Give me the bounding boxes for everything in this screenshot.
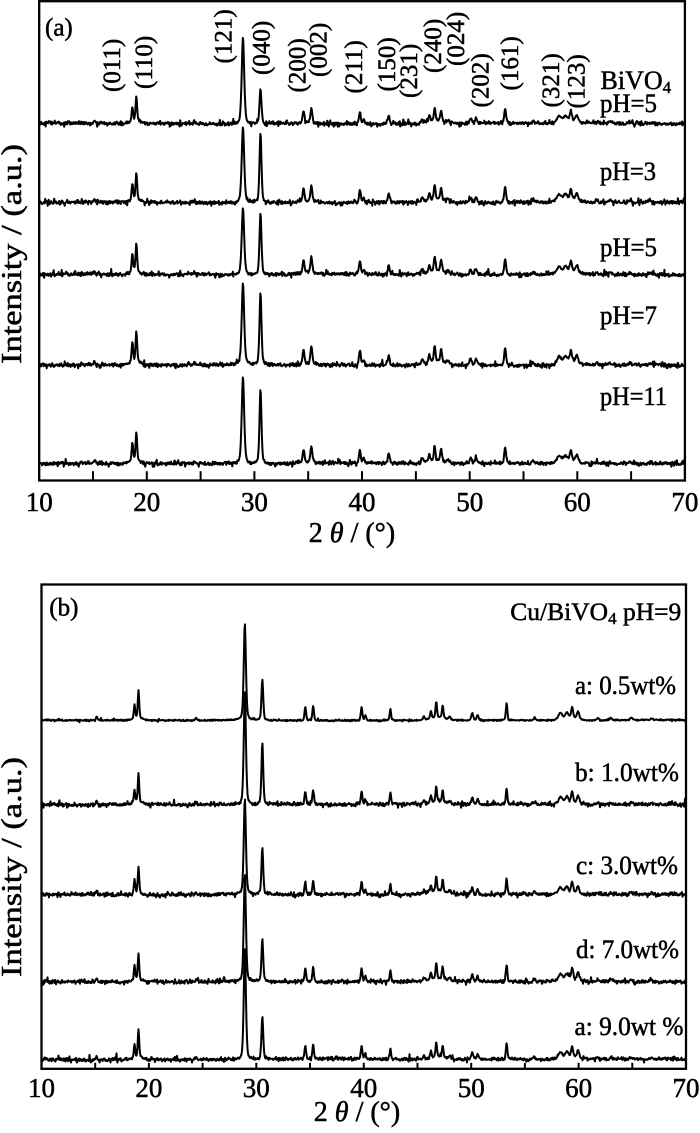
svg-text:c: 3.0wt%: c: 3.0wt% [576, 851, 678, 880]
svg-text:pH=7: pH=7 [600, 301, 657, 330]
svg-text:a: 0.5wt%: a: 0.5wt% [575, 671, 676, 700]
svg-text:(200): (200) [285, 38, 312, 92]
svg-text:(002): (002) [306, 23, 333, 77]
svg-text:pH=5: pH=5 [600, 233, 657, 262]
svg-text:2 θ / (°): 2 θ / (°) [309, 518, 395, 549]
svg-text:10: 10 [26, 487, 53, 517]
svg-text:pH=3: pH=3 [600, 157, 656, 186]
svg-text:20: 20 [135, 1073, 162, 1103]
svg-text:(240): (240) [420, 19, 447, 73]
svg-text:70: 70 [671, 487, 698, 517]
svg-text:Cu/BiVO4 pH=9: Cu/BiVO4 pH=9 [510, 597, 681, 628]
svg-text:2 θ / (°): 2 θ / (°) [314, 1097, 400, 1128]
svg-text:(110): (110) [131, 36, 158, 89]
svg-text:(321): (321) [538, 53, 565, 107]
svg-text:50: 50 [458, 1073, 485, 1103]
svg-text:(011): (011) [99, 39, 126, 92]
svg-text:b: 1.0wt%: b: 1.0wt% [575, 758, 679, 787]
svg-text:Intensity / (a.u.): Intensity / (a.u.) [0, 144, 28, 364]
svg-text:Intensity / (a.u.): Intensity / (a.u.) [0, 757, 28, 977]
svg-text:10: 10 [28, 1073, 55, 1103]
svg-text:30: 30 [243, 1073, 270, 1103]
svg-text:40: 40 [349, 487, 376, 517]
svg-text:BiVO4: BiVO4 [601, 66, 672, 97]
svg-text:(161): (161) [497, 36, 524, 90]
svg-text:(040): (040) [248, 21, 275, 75]
svg-text:(231): (231) [396, 44, 423, 98]
svg-text:(024): (024) [443, 12, 470, 66]
svg-text:40: 40 [350, 1073, 377, 1103]
svg-text:30: 30 [241, 487, 268, 517]
svg-text:60: 60 [564, 487, 591, 517]
svg-text:20: 20 [133, 487, 160, 517]
svg-text:(121): (121) [210, 9, 237, 63]
svg-text:(150): (150) [374, 37, 401, 91]
svg-text:60: 60 [565, 1073, 592, 1103]
svg-text:(b): (b) [49, 595, 78, 622]
svg-text:a: 9.0wt %: a: 9.0wt % [575, 1012, 684, 1041]
svg-text:(123): (123) [563, 54, 590, 108]
svg-text:pH=11: pH=11 [600, 382, 667, 411]
svg-text:pH=5: pH=5 [600, 89, 657, 118]
svg-text:(a): (a) [45, 14, 73, 41]
svg-text:(211): (211) [341, 40, 368, 93]
svg-text:70: 70 [673, 1073, 700, 1103]
svg-text:50: 50 [456, 487, 483, 517]
svg-text:d: 7.0wt%: d: 7.0wt% [576, 935, 679, 964]
svg-text:(202): (202) [467, 53, 494, 107]
